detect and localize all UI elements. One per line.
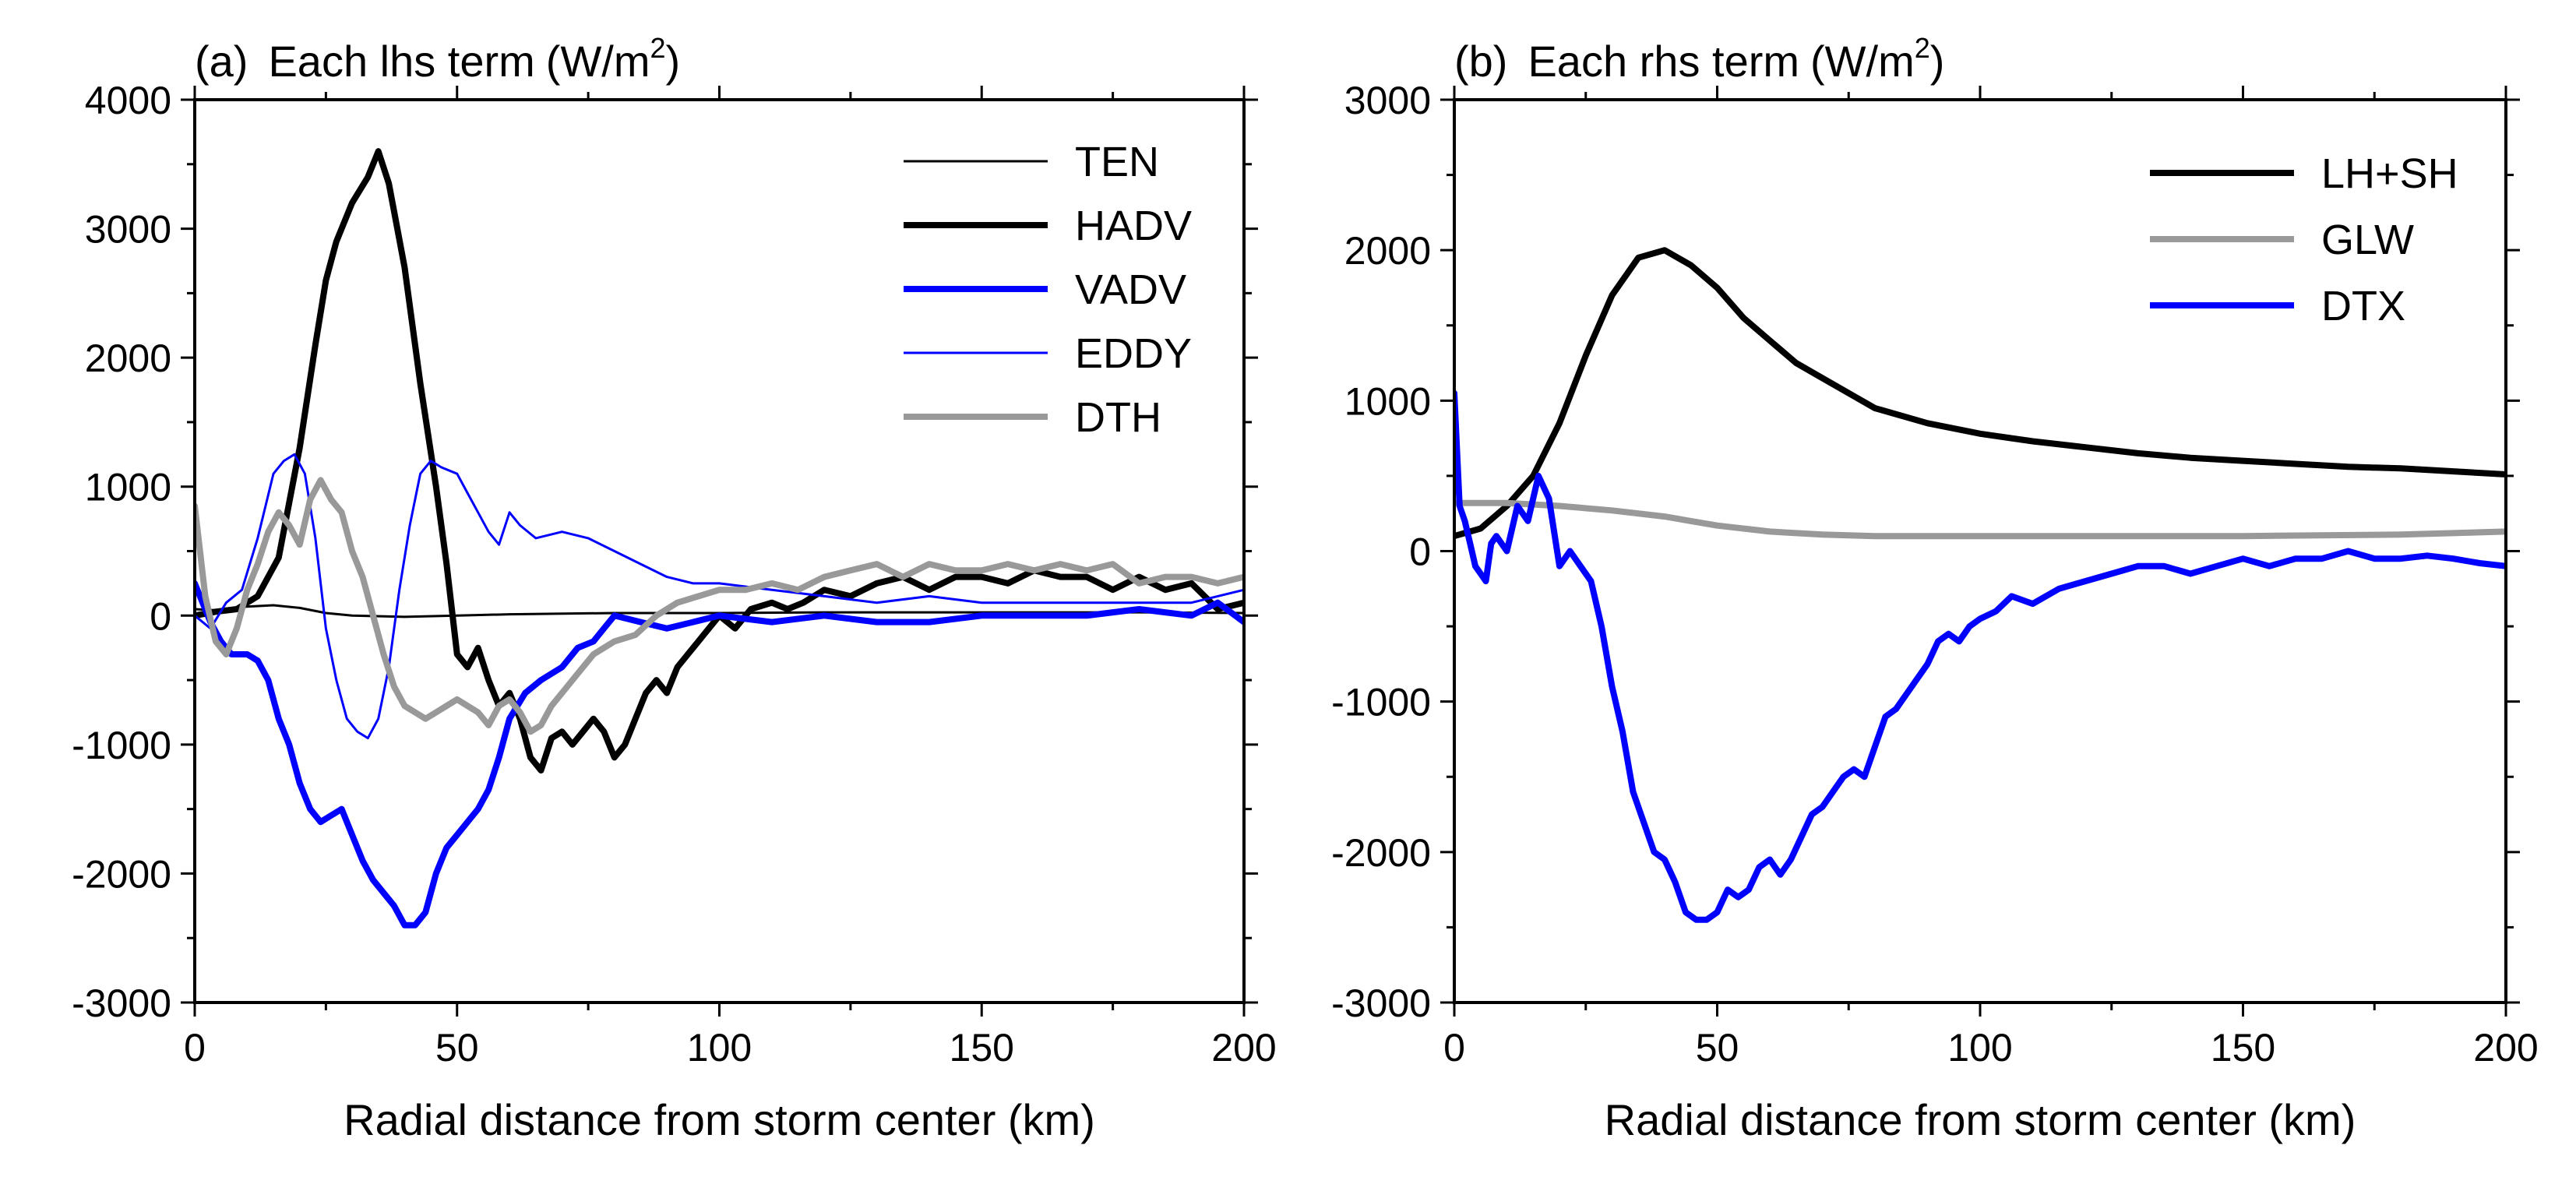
- x-axis-label: Radial distance from storm center (km): [344, 1095, 1095, 1144]
- panel-title: (a) Each lhs term (W/m2): [195, 32, 680, 86]
- series-line-hadv: [195, 148, 1244, 774]
- x-tick-label: 50: [1696, 1026, 1739, 1070]
- x-tick-label: 0: [1443, 1026, 1465, 1070]
- series-line-dtx: [1454, 389, 2506, 923]
- panel-a: 0 50 100 150 200 -3000 -2000 -1000 0 1000 2000 3000…: [72, 32, 1277, 1144]
- x-tick-label: 50: [435, 1026, 479, 1070]
- panel-units-exponent: 2: [1915, 32, 1930, 64]
- x-tick-label: 100: [687, 1026, 752, 1070]
- legend-label: HADV: [1075, 203, 1192, 249]
- panel-letter: (a): [195, 37, 248, 86]
- y-tick-label: 0: [150, 594, 171, 638]
- y-tick-label: 3000: [85, 208, 171, 252]
- legend-label: GLW: [2321, 217, 2414, 263]
- x-tick-label: 150: [2211, 1026, 2275, 1070]
- x-tick-label: 0: [184, 1026, 206, 1070]
- y-tick-label: -3000: [72, 981, 171, 1025]
- series-line-ten: [195, 604, 1244, 618]
- y-tick-label: 0: [1409, 530, 1431, 574]
- series-line-lh-sh: [1454, 247, 2506, 540]
- legend: TEN HADV VADV EDDY DTH: [904, 139, 1192, 441]
- series-line-glw: [1454, 499, 2506, 540]
- y-tick-label: -1000: [1331, 681, 1431, 724]
- panel-units: (W/m: [546, 37, 650, 86]
- panel-title-text: Each lhs term: [268, 37, 534, 86]
- x-tick-label: 100: [1947, 1026, 2012, 1070]
- legend-label: DTX: [2321, 283, 2405, 329]
- x-tick-label: 150: [950, 1026, 1014, 1070]
- series-line-dth: [195, 477, 1244, 735]
- panel-letter: (b): [1454, 37, 1507, 86]
- panel-title-text: Each rhs term: [1528, 37, 1799, 86]
- series-line-eddy: [195, 453, 1244, 740]
- legend-label: TEN: [1075, 139, 1159, 185]
- series-line-vadv: [195, 580, 1244, 929]
- y-tick-label: -3000: [1331, 981, 1431, 1025]
- y-tick-label: 2000: [1344, 229, 1431, 273]
- legend-label: VADV: [1075, 266, 1186, 313]
- y-tick-label: 3000: [1344, 79, 1431, 122]
- y-tick-label: 1000: [85, 466, 171, 509]
- panel-b: 0 50 100 150 200 -3000 -2000 -1000 0 1000 2000 3000…: [1331, 32, 2539, 1144]
- y-tick-label: -2000: [1331, 831, 1431, 875]
- y-tick-label: 2000: [85, 337, 171, 380]
- y-tick-label: 1000: [1344, 379, 1431, 423]
- y-tick-label: 4000: [85, 79, 171, 122]
- x-tick-label: 200: [1211, 1026, 1276, 1070]
- legend-label: DTH: [1075, 394, 1161, 441]
- panel-units-close: ): [1930, 37, 1945, 86]
- legend-label: EDDY: [1075, 330, 1192, 377]
- x-tick-label: 200: [2473, 1026, 2538, 1070]
- panel-units-exponent: 2: [650, 32, 666, 64]
- panel-units: (W/m: [1810, 37, 1915, 86]
- legend: LH+SH GLW DTX: [2150, 150, 2458, 329]
- x-axis-label: Radial distance from storm center (km): [1605, 1095, 2356, 1144]
- legend-label: LH+SH: [2321, 150, 2458, 197]
- panel-units-close: ): [666, 37, 681, 86]
- y-tick-label: -1000: [72, 724, 171, 767]
- panel-title: (b) Each rhs term (W/m2): [1454, 32, 1944, 86]
- y-tick-label: -2000: [72, 852, 171, 896]
